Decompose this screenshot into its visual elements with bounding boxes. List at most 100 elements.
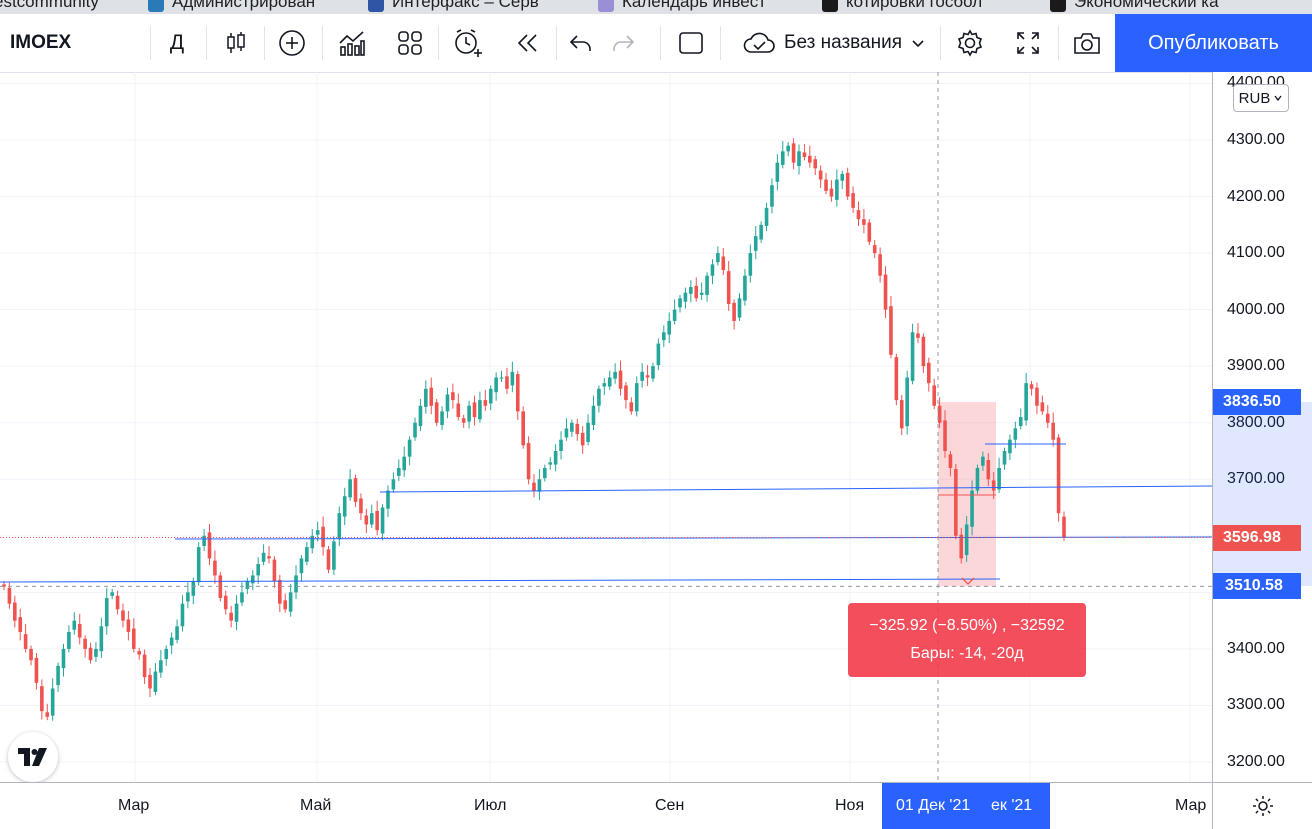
templates-icon — [398, 31, 422, 55]
candle-body — [494, 377, 498, 393]
candle-body — [310, 535, 315, 549]
bookmark-item[interactable]: estcommunity — [0, 0, 99, 12]
candle-body — [1024, 383, 1028, 421]
candle-body — [656, 343, 661, 366]
candle-body — [67, 631, 71, 649]
gear-icon — [957, 29, 983, 57]
bookmark-favicon-icon — [368, 0, 384, 12]
compare-button[interactable] — [268, 14, 316, 72]
candle-body — [45, 712, 50, 717]
interval-label: Д — [169, 31, 185, 54]
settings-button[interactable] — [944, 14, 996, 72]
layout-button[interactable] — [664, 14, 718, 72]
time-scale[interactable]: Мар Ноя Сен Июл Май Мар 01 Дек '21 ек '21 — [0, 782, 1212, 829]
chart-area[interactable]: 4400.00 RUB 4300.00 4200.00 4100.00 4000.00… — [0, 72, 1312, 782]
price-tick-label: 3800.00 — [1227, 413, 1285, 431]
layout-name-button[interactable]: Без названия — [728, 14, 940, 72]
candle-body — [580, 432, 585, 446]
fullscreen-button[interactable] — [1002, 14, 1054, 72]
symbol-search[interactable]: IMOEX — [10, 14, 140, 72]
candle-body — [975, 467, 980, 491]
bookmarks-bar: estcommunity Администрирован Интерфакс – С… — [0, 0, 1312, 14]
indicators-button[interactable] — [326, 14, 378, 72]
candle-body — [56, 665, 60, 686]
tradingview-logo[interactable] — [8, 732, 58, 782]
candle-body — [402, 456, 407, 471]
time-label-partial: ек '21 — [991, 797, 1033, 814]
measure-arrow-icon — [961, 577, 975, 585]
candle-body — [840, 173, 845, 181]
candle-body — [683, 292, 688, 302]
candle-body — [532, 482, 536, 491]
candle-body — [202, 535, 206, 546]
candle-body — [342, 496, 347, 517]
measure-top-price-badge: 3836.50 — [1213, 389, 1301, 416]
candle-body — [759, 224, 763, 240]
undo-button[interactable] — [560, 14, 602, 72]
candle-body — [348, 479, 352, 498]
price-scale[interactable]: 4400.00 RUB 4300.00 4200.00 4100.00 4000.00… — [1212, 72, 1312, 782]
drawn-support-line — [0, 578, 1001, 583]
candle-body — [618, 370, 623, 389]
bookmark-item[interactable]: Календарь инвест — [598, 0, 766, 12]
candle-body — [337, 513, 342, 540]
candle-body — [50, 688, 55, 716]
candle-body — [148, 674, 152, 689]
bookmark-item[interactable]: Экономический ка — [1050, 0, 1219, 12]
time-tick-label: Май — [300, 797, 332, 814]
scale-settings-button[interactable] — [1212, 782, 1312, 829]
candle-body — [326, 549, 331, 570]
candle-body — [245, 581, 250, 589]
bookmark-item[interactable]: Интерфакс – Серв — [368, 0, 539, 12]
price-tick-label: 3900.00 — [1227, 357, 1285, 375]
candle-body — [104, 598, 109, 627]
candle-body — [510, 371, 515, 386]
time-tick-label: Мар — [118, 797, 150, 814]
bookmark-item[interactable]: котировки госбол — [822, 0, 982, 12]
candle-body — [818, 170, 823, 180]
snapshot-button[interactable] — [1062, 14, 1112, 72]
candle-body — [970, 490, 974, 527]
publish-button[interactable]: Опубликовать — [1115, 14, 1312, 72]
candle-body — [905, 377, 909, 427]
candle-body — [261, 552, 266, 562]
candle-body — [413, 422, 417, 438]
candle-body — [1035, 387, 1039, 406]
candle-body — [7, 587, 12, 604]
candle-body — [716, 253, 720, 263]
candle-body — [791, 143, 796, 163]
price-chart[interactable] — [0, 72, 1212, 782]
replay-button[interactable] — [502, 14, 552, 72]
candle-body — [824, 179, 828, 191]
measure-change: −325.92 (−8.50%) , −32592 — [869, 617, 1065, 634]
bookmark-label: Календарь инвест — [622, 0, 766, 11]
bookmark-item[interactable]: Администрирован — [148, 0, 315, 12]
candle-body — [753, 236, 758, 251]
candle-body — [526, 443, 531, 480]
candle-body — [937, 405, 942, 423]
candle-body — [916, 333, 920, 338]
candle-body — [694, 285, 699, 299]
candle-body — [1002, 451, 1007, 465]
candle-body — [1051, 422, 1055, 440]
plus-circle-icon — [279, 30, 305, 56]
chart-type-button[interactable] — [212, 14, 260, 72]
candle-body — [272, 559, 277, 582]
candle-body — [440, 411, 444, 425]
templates-button[interactable] — [384, 14, 436, 72]
bookmark-favicon-icon — [1050, 0, 1066, 12]
currency-selector[interactable]: RUB — [1233, 84, 1289, 112]
interval-button[interactable]: Д — [152, 14, 202, 72]
candle-body — [640, 371, 644, 381]
candle-body — [386, 490, 390, 509]
candle-body — [1013, 428, 1018, 440]
price-tick-label: 3400.00 — [1227, 639, 1285, 657]
candle-body — [543, 467, 547, 479]
candle-body — [651, 366, 655, 379]
redo-button[interactable] — [602, 14, 644, 72]
candle-body — [29, 648, 33, 661]
alert-button[interactable] — [442, 14, 494, 72]
candle-body — [926, 362, 931, 384]
candle-body — [467, 405, 471, 422]
candle-body — [1029, 384, 1034, 389]
